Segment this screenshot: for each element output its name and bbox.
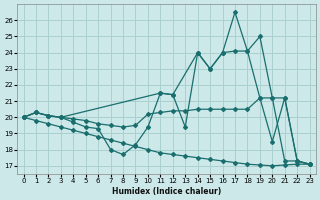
- X-axis label: Humidex (Indice chaleur): Humidex (Indice chaleur): [112, 187, 221, 196]
